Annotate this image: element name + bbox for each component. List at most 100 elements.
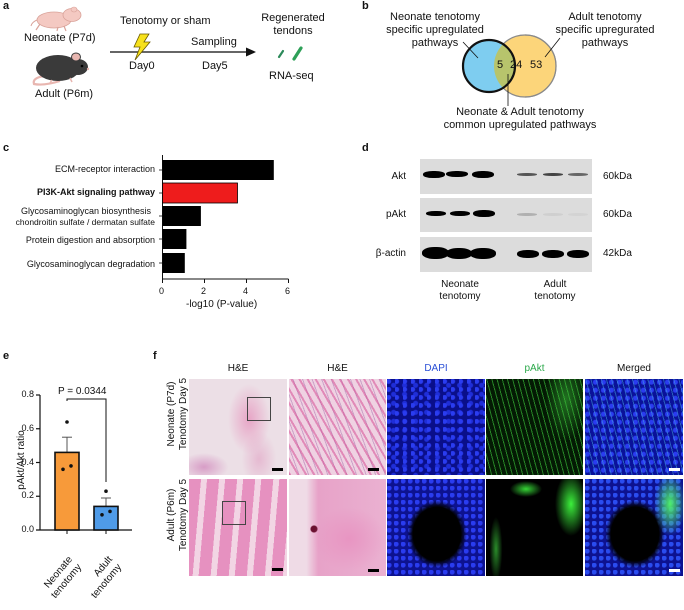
x-category-adult: Adult tenotomy	[73, 554, 125, 609]
panel-label-c: c	[3, 142, 10, 154]
neonate-specific-line1: Neonate tenotomy	[390, 11, 480, 23]
venn-adult-only: 53	[530, 59, 543, 71]
adult-label: Adult (P6m)	[35, 88, 94, 100]
blot-label-bactin: β-actin	[375, 248, 406, 259]
inset-box	[247, 397, 271, 421]
scale-bar	[669, 569, 680, 572]
y-tick-0.0: 0.0	[21, 524, 34, 534]
image-adult-dapi	[387, 479, 485, 576]
x-axis-c	[162, 278, 289, 283]
x-category-neonate: Neonate tenotomy	[33, 554, 85, 609]
scale-bar	[669, 468, 680, 471]
panel-label-e: e	[3, 350, 10, 362]
panel-label-f: f	[153, 350, 157, 362]
image-neonate-he-low	[189, 379, 287, 475]
common-line2: common upregulated pathways	[443, 119, 597, 131]
bar-label-gag-degradation: Glycosaminoglycan degradation	[26, 259, 155, 269]
adult-specific-label: Adult tenotomy specific upregurated path…	[550, 11, 660, 50]
image-adult-pakt	[486, 479, 583, 576]
day0-label: Day0	[129, 60, 155, 72]
bar-chart-c	[159, 155, 274, 279]
size-label-pakt: 60kDa	[603, 209, 632, 220]
panel-label-a: a	[3, 0, 10, 12]
neonate-specific-line2: specific upregulated	[386, 24, 484, 36]
size-label-bactin: 42kDa	[603, 248, 632, 259]
bar-label-ecm: ECM-receptor interaction	[54, 164, 155, 174]
intervention-label: Tenotomy or sham	[120, 15, 211, 27]
y-tick-0.8: 0.8	[21, 389, 34, 399]
y-tick-0.2: 0.2	[21, 490, 34, 500]
x-tick-0: 0	[159, 286, 165, 296]
neonate-mouse-icon	[30, 6, 82, 32]
column-header-he-1: H&E	[227, 363, 249, 374]
neonate-specific-label: Neonate tenotomy specific upregulated pa…	[380, 11, 490, 50]
common-line1: Neonate & Adult tenotomy	[456, 106, 584, 118]
group-neonate-line2: tenotomy	[439, 291, 481, 302]
x-tick-2: 2	[201, 286, 207, 296]
blot-label-akt: Akt	[391, 171, 406, 182]
image-neonate-he-high	[289, 379, 386, 475]
image-neonate-pakt	[486, 379, 583, 475]
neonate-specific-line3: pathways	[411, 37, 459, 49]
row-label-adult-line1: Adult (P6m)	[166, 488, 177, 542]
rnaseq-label: RNA-seq	[269, 70, 314, 82]
column-header-dapi: DAPI	[424, 363, 448, 374]
venn-neonate-only: 5	[497, 59, 504, 71]
venn-diagram	[461, 34, 561, 106]
adult-specific-line1: Adult tenotomy	[568, 11, 642, 23]
regenerated-label: Regenerated tendons	[258, 12, 328, 38]
panel-label-b: b	[362, 0, 369, 12]
y-tick-0.4: 0.4	[21, 457, 34, 467]
y-tick-0.6: 0.6	[21, 423, 34, 433]
image-adult-he-high	[289, 479, 386, 576]
group-adult-line2: tenotomy	[534, 291, 576, 302]
scale-bar	[272, 468, 283, 471]
adult-mouse-icon	[32, 52, 90, 86]
venn-common: 24	[510, 59, 523, 71]
regenerated-line2: tendons	[273, 25, 313, 37]
column-header-merged: Merged	[617, 363, 651, 374]
group-label-adult: Adult tenotomy	[520, 279, 590, 303]
inset-box	[222, 501, 246, 525]
panel-label-d: d	[362, 142, 369, 154]
bar-label-gag-line2: chondroitin sulfate / dermatan sulfate	[15, 217, 155, 227]
x-axis-label-c: -log10 (P-value)	[186, 299, 258, 310]
size-label-akt: 60kDa	[603, 171, 632, 182]
adult-specific-line3: pathways	[581, 37, 629, 49]
neonate-label: Neonate (P7d)	[24, 32, 96, 44]
row-label-adult: Adult (P6m) Tenotomy Day 5	[166, 467, 190, 563]
blot-strip-bactin	[420, 237, 592, 272]
bar-label-gag-line1: Glycosaminoglycan biosynthesis	[20, 206, 151, 216]
x-tick-4: 4	[243, 286, 249, 296]
bar-label-pi3k: PI3K-Akt signaling pathway	[36, 187, 155, 197]
day5-label: Day5	[202, 60, 228, 72]
bar-label-protein-digestion: Protein digestion and absorption	[25, 235, 155, 245]
lightning-icon	[133, 33, 151, 61]
regenerated-line1: Regenerated	[261, 12, 325, 24]
scale-bar	[368, 569, 379, 572]
x-tick-6: 6	[285, 286, 291, 296]
group-adult-line1: Adult	[543, 279, 567, 290]
tendon-icon	[277, 46, 303, 61]
column-header-pakt: pAkt	[524, 363, 545, 374]
row-label-neonate: Neonate (P7d) Tenotomy Day 5	[166, 366, 190, 462]
scale-bar	[272, 568, 283, 571]
adult-specific-line2: specific upregurated	[555, 24, 655, 36]
sampling-label: Sampling	[191, 36, 237, 48]
p-value-label: P = 0.0344	[58, 386, 107, 397]
blot-strip-pakt	[420, 198, 592, 232]
bar-label-gag-biosynthesis: Glycosaminoglycan biosynthesis chondroit…	[0, 206, 155, 228]
common-label: Neonate & Adult tenotomy common upregula…	[440, 106, 600, 132]
column-header-he-2: H&E	[327, 363, 348, 374]
timeline-arrow	[110, 47, 256, 57]
blot-label-pakt: pAkt	[385, 209, 406, 220]
group-label-neonate: Neonate tenotomy	[425, 279, 495, 303]
bar-chart-e	[36, 394, 132, 534]
image-neonate-merged	[585, 379, 683, 475]
image-neonate-dapi	[387, 379, 485, 475]
blot-strip-akt	[420, 159, 592, 194]
group-neonate-line1: Neonate	[441, 279, 479, 290]
image-adult-he-low	[189, 479, 287, 576]
image-adult-merged	[585, 479, 683, 576]
scale-bar	[368, 468, 379, 471]
